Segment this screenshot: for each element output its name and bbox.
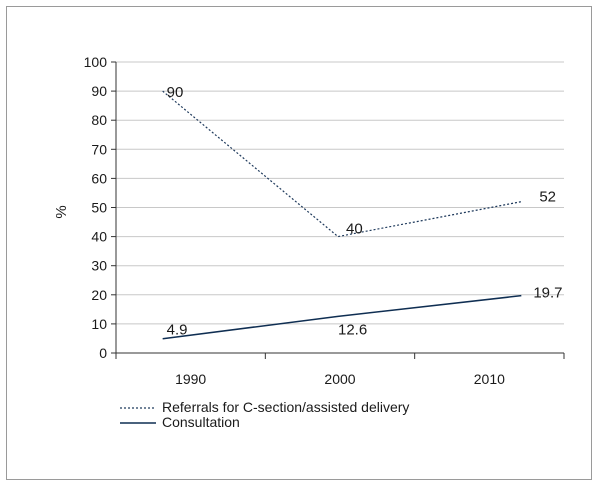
y-tick-label: 40 <box>91 229 107 245</box>
y-tick-label: 60 <box>91 170 107 186</box>
y-axis-title: % <box>53 205 70 218</box>
x-tick-label-2010: 2010 <box>474 371 505 387</box>
y-tick-label: 80 <box>91 112 107 128</box>
y-tick-label: 30 <box>91 258 107 274</box>
grid-lines <box>116 61 564 325</box>
data-label: 12.6 <box>338 321 367 338</box>
x-tick-label-2000: 2000 <box>324 371 355 387</box>
series-line-referrals <box>162 90 522 238</box>
y-tick-label: 20 <box>91 287 107 303</box>
y-tick-label: 10 <box>91 316 107 332</box>
legend-label: Referrals for C-section/assisted deliver… <box>162 399 409 415</box>
axes: 0 10 20 30 40 50 60 70 80 90 100 1990 2000 2010 <box>84 54 565 387</box>
data-label: 19.7 <box>533 285 562 302</box>
data-labels: 90 40 52 4.9 12.6 19.7 <box>167 84 563 339</box>
y-tick-label: 90 <box>91 83 107 99</box>
series-lines <box>162 90 522 340</box>
chart-frame <box>6 6 592 480</box>
data-label: 52 <box>539 189 556 206</box>
legend: Referrals for C-section/assisted deliver… <box>120 399 409 430</box>
data-label: 4.9 <box>167 322 188 339</box>
y-tick-label: 0 <box>99 345 107 361</box>
x-tick-label-1990: 1990 <box>175 371 206 387</box>
data-label: 90 <box>167 84 184 101</box>
y-tick-label: 70 <box>91 141 107 157</box>
series-line-consultation <box>162 294 522 340</box>
data-label: 40 <box>346 221 363 238</box>
y-tick-label: 50 <box>91 200 107 216</box>
y-tick-label: 100 <box>84 54 108 70</box>
legend-label: Consultation <box>162 414 240 430</box>
